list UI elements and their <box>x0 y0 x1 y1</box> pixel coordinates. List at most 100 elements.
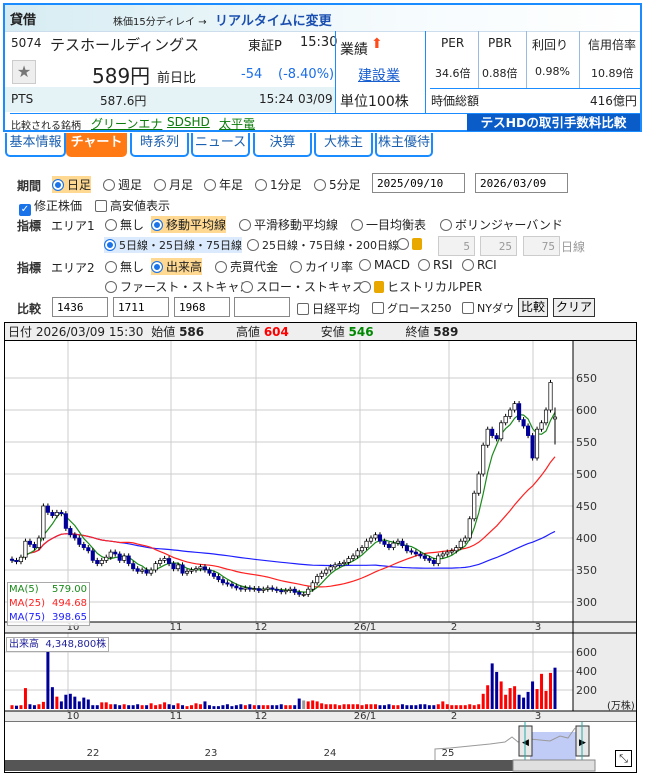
compare-button[interactable]: 比較 <box>518 298 549 317</box>
candle <box>310 582 315 590</box>
area2-slow-stoch[interactable]: スロー・ストキャス <box>241 278 364 295</box>
ma-custom[interactable] <box>397 237 425 251</box>
tab-basic-info[interactable]: 基本情報 <box>5 133 66 157</box>
growth250-checkbox[interactable]: グロース250 <box>372 300 451 316</box>
volume-bar <box>369 704 373 709</box>
candle <box>539 422 544 430</box>
candle <box>270 587 275 590</box>
close-value: 589 <box>433 325 459 339</box>
tab-news[interactable]: ニュース <box>191 133 250 157</box>
area2-historical-per[interactable]: ヒストリカルPER <box>359 278 482 295</box>
ma-custom-2[interactable] <box>480 236 517 256</box>
compare-link-3[interactable]: 太平電 <box>219 117 256 131</box>
favorite-star-button[interactable]: ★ <box>12 60 36 84</box>
tab-time-series[interactable]: 時系列 <box>130 133 189 157</box>
area2-macd[interactable]: MACD <box>359 258 410 272</box>
compare-link-1[interactable]: グリーンエナ <box>91 117 163 131</box>
clear-button[interactable]: クリア <box>553 298 596 317</box>
volume-bar <box>216 706 220 709</box>
period-monthly[interactable]: 月足 <box>154 176 193 193</box>
candle <box>328 566 333 571</box>
area2-volume-label: 出来高 <box>166 260 203 274</box>
volume-value: 4,348,800株 <box>45 639 107 650</box>
show-hilo-checkbox[interactable]: 高安値表示 <box>95 197 170 214</box>
price-axis-bg <box>573 341 636 622</box>
high-label: 高値 <box>235 325 260 339</box>
compare-code-4[interactable] <box>234 297 290 317</box>
expand-icon[interactable]: ⤡ <box>615 750 632 767</box>
ma-5-25-75[interactable]: 5日線・25日線・75日線 <box>104 237 242 253</box>
ma-25-75-200[interactable]: 25日線・75日線・200日線 <box>247 237 399 253</box>
tab-chart[interactable]: チャート <box>66 133 127 157</box>
candle <box>467 518 472 539</box>
month-axis-band <box>5 622 636 633</box>
ma-legend: MA(5) 579.00 MA(25) 494.68 MA(75) 398.65 <box>7 582 90 626</box>
candle <box>301 593 306 596</box>
volume-bar <box>387 704 391 709</box>
candle <box>63 513 68 529</box>
sector-link[interactable]: 建設業 <box>358 68 400 84</box>
candle <box>54 512 59 516</box>
area2-fast-stoch[interactable]: ファースト・ストキャス <box>105 278 251 295</box>
area2-rsi[interactable]: RSI <box>418 258 453 272</box>
volume-bar <box>360 705 364 709</box>
compare-code-2[interactable] <box>113 297 169 317</box>
ma-custom-3[interactable] <box>523 236 560 256</box>
volume-bar <box>351 704 355 709</box>
to-date-input[interactable] <box>475 173 568 193</box>
volume-bar <box>445 704 449 709</box>
area1-label: エリア1 <box>51 219 95 233</box>
area2-turnover[interactable]: 売買代金 <box>215 258 278 275</box>
volume-bar <box>212 706 216 709</box>
commission-compare-banner[interactable]: テスHDの取引手数料比較 <box>467 114 640 131</box>
market-cap-value: 416億円 <box>590 94 637 108</box>
tab-shareholder-benefits[interactable]: 株主優待 <box>375 133 433 157</box>
from-date-input[interactable] <box>372 173 465 193</box>
area2-rci[interactable]: RCI <box>462 258 497 272</box>
area1-ichimoku[interactable]: 一目均衡表 <box>351 216 426 233</box>
candle <box>265 587 270 590</box>
tab-earnings[interactable]: 決算 <box>253 133 312 157</box>
period-yearly[interactable]: 年足 <box>204 176 243 193</box>
period-weekly[interactable]: 週足 <box>103 176 142 193</box>
volume-bar <box>513 686 517 709</box>
candle <box>243 587 248 590</box>
volume-unit: (万株) <box>607 701 635 712</box>
area1-bollinger[interactable]: ボリンジャーバンド <box>440 216 563 233</box>
area1-none[interactable]: 無し <box>105 216 144 233</box>
compare-link-2[interactable]: SDSHD <box>167 115 210 129</box>
price-tick-label: 450 <box>576 500 597 513</box>
candle <box>193 568 199 571</box>
nydow-checkbox[interactable]: NYダウ <box>462 300 514 316</box>
volume-bar <box>396 705 400 709</box>
stock-chart[interactable]: 日付 2026/03/09 15:30 始値 586 高値 604 安値 546… <box>4 322 637 773</box>
area1-smoothed-ma[interactable]: 平滑移動平均線 <box>239 216 338 233</box>
area2-none[interactable]: 無し <box>105 258 144 275</box>
month-tick-label: 11 <box>170 711 183 722</box>
nikkei-checkbox[interactable]: 日経平均 <box>297 300 360 317</box>
period-daily[interactable]: 日足 <box>52 176 92 193</box>
candle <box>386 544 392 548</box>
realtime-link[interactable]: リアルタイムに変更 <box>215 14 332 29</box>
volume-bar <box>526 691 530 709</box>
area2-volume[interactable]: 出来高 <box>151 258 203 275</box>
volume-bar <box>266 705 270 709</box>
ma-custom-1[interactable] <box>438 236 475 256</box>
candle <box>149 569 154 574</box>
volume-bar <box>221 705 225 709</box>
area1-moving-average[interactable]: 移動平均線 <box>151 216 227 233</box>
period-1min[interactable]: 1分足 <box>255 176 302 193</box>
tab-major-shareholders[interactable]: 大株主 <box>314 133 373 157</box>
adjusted-price-checkbox[interactable]: ✓ 修正株価 <box>19 199 83 216</box>
volume-bar <box>459 705 463 709</box>
compare-code-3[interactable] <box>174 297 230 317</box>
area2-deviation[interactable]: カイリ率 <box>290 258 353 275</box>
compare-code-1[interactable] <box>52 297 108 317</box>
candle <box>548 382 553 411</box>
candle <box>418 553 423 557</box>
volume-bar <box>55 696 59 709</box>
period-5min[interactable]: 5分足 <box>314 176 361 193</box>
volume-bar <box>293 705 297 709</box>
candle <box>333 564 338 568</box>
volume-bar <box>252 705 256 709</box>
